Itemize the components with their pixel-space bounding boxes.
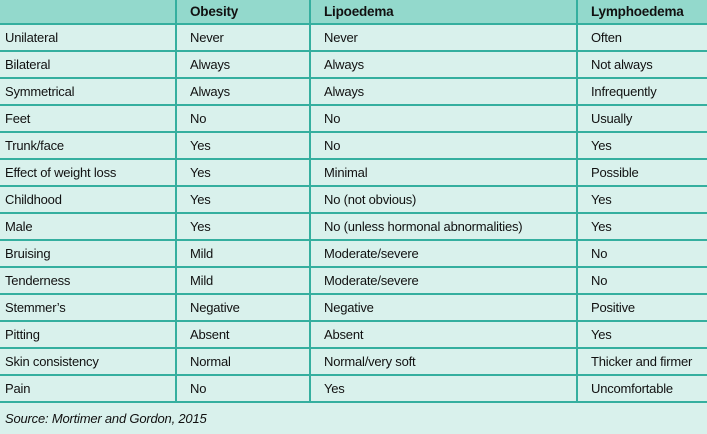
- cell-obesity: Mild: [175, 267, 310, 295]
- cell-obesity: Yes: [175, 132, 310, 160]
- cell-lipoedema: No: [309, 105, 577, 133]
- header-row: Obesity Lipoedema Lymphoedema: [0, 0, 707, 25]
- cell-lymphoedema: Yes: [576, 321, 707, 349]
- column-header-lymphoedema: Lymphoedema: [576, 0, 707, 25]
- row-label: Symmetrical: [0, 78, 176, 106]
- cell-lymphoedema: No: [576, 267, 707, 295]
- row-label: Effect of weight loss: [0, 159, 176, 187]
- comparison-table: Obesity Lipoedema Lymphoedema Unilateral Ne…: [0, 0, 707, 403]
- table-row: Symmetrical Always Always Infrequently: [0, 78, 707, 106]
- table-row: Effect of weight loss Yes Minimal Possible: [0, 159, 707, 187]
- table-row: Bruising Mild Moderate/severe No: [0, 240, 707, 268]
- table-source: Source: Mortimer and Gordon, 2015: [0, 403, 707, 433]
- row-label: Bruising: [0, 240, 176, 268]
- row-label: Trunk/face: [0, 132, 176, 160]
- column-header-lipoedema: Lipoedema: [309, 0, 577, 25]
- table-row: Unilateral Never Never Often: [0, 24, 707, 52]
- cell-lipoedema: Negative: [309, 294, 577, 322]
- cell-obesity: No: [175, 375, 310, 403]
- row-label: Tenderness: [0, 267, 176, 295]
- cell-obesity: No: [175, 105, 310, 133]
- table-row: Stemmer’s Negative Negative Positive: [0, 294, 707, 322]
- cell-lipoedema: Minimal: [309, 159, 577, 187]
- cell-lymphoedema: No: [576, 240, 707, 268]
- table-row: Trunk/face Yes No Yes: [0, 132, 707, 160]
- cell-lipoedema: Moderate/severe: [309, 240, 577, 268]
- cell-obesity: Mild: [175, 240, 310, 268]
- table-row: Male Yes No (unless hormonal abnormalities…: [0, 213, 707, 241]
- table-row: Pain No Yes Uncomfortable: [0, 375, 707, 403]
- cell-lymphoedema: Uncomfortable: [576, 375, 707, 403]
- cell-lymphoedema: Not always: [576, 51, 707, 79]
- table-body: Unilateral Never Never Often Bilateral Always…: [0, 24, 707, 403]
- column-header-obesity: Obesity: [175, 0, 310, 25]
- row-label: Bilateral: [0, 51, 176, 79]
- table-row: Childhood Yes No (not obvious) Yes: [0, 186, 707, 214]
- cell-lipoedema: Yes: [309, 375, 577, 403]
- cell-lymphoedema: Thicker and firmer: [576, 348, 707, 376]
- cell-obesity: Always: [175, 51, 310, 79]
- row-label: Feet: [0, 105, 176, 133]
- row-label: Pain: [0, 375, 176, 403]
- table-row: Skin consistency Normal Normal/very soft Th…: [0, 348, 707, 376]
- row-label: Skin consistency: [0, 348, 176, 376]
- cell-obesity: Negative: [175, 294, 310, 322]
- cell-obesity: Normal: [175, 348, 310, 376]
- table-row: Bilateral Always Always Not always: [0, 51, 707, 79]
- cell-lipoedema: Never: [309, 24, 577, 52]
- cell-lipoedema: Normal/very soft: [309, 348, 577, 376]
- cell-lymphoedema: Usually: [576, 105, 707, 133]
- table-row: Tenderness Mild Moderate/severe No: [0, 267, 707, 295]
- cell-obesity: Yes: [175, 159, 310, 187]
- cell-lipoedema: No (unless hormonal abnormalities): [309, 213, 577, 241]
- cell-lymphoedema: Possible: [576, 159, 707, 187]
- cell-lipoedema: No (not obvious): [309, 186, 577, 214]
- table-row: Pitting Absent Absent Yes: [0, 321, 707, 349]
- cell-lipoedema: Absent: [309, 321, 577, 349]
- cell-lymphoedema: Positive: [576, 294, 707, 322]
- cell-lymphoedema: Infrequently: [576, 78, 707, 106]
- row-label: Male: [0, 213, 176, 241]
- table-row: Feet No No Usually: [0, 105, 707, 133]
- column-header-row-label: [0, 0, 176, 25]
- row-label: Stemmer’s: [0, 294, 176, 322]
- cell-lipoedema: Moderate/severe: [309, 267, 577, 295]
- cell-lymphoedema: Yes: [576, 186, 707, 214]
- cell-lipoedema: Always: [309, 78, 577, 106]
- cell-obesity: Yes: [175, 213, 310, 241]
- cell-obesity: Never: [175, 24, 310, 52]
- cell-obesity: Always: [175, 78, 310, 106]
- cell-lipoedema: No: [309, 132, 577, 160]
- cell-lymphoedema: Yes: [576, 213, 707, 241]
- cell-lymphoedema: Yes: [576, 132, 707, 160]
- row-label: Pitting: [0, 321, 176, 349]
- row-label: Childhood: [0, 186, 176, 214]
- row-label: Unilateral: [0, 24, 176, 52]
- cell-lipoedema: Always: [309, 51, 577, 79]
- cell-lymphoedema: Often: [576, 24, 707, 52]
- cell-obesity: Yes: [175, 186, 310, 214]
- cell-obesity: Absent: [175, 321, 310, 349]
